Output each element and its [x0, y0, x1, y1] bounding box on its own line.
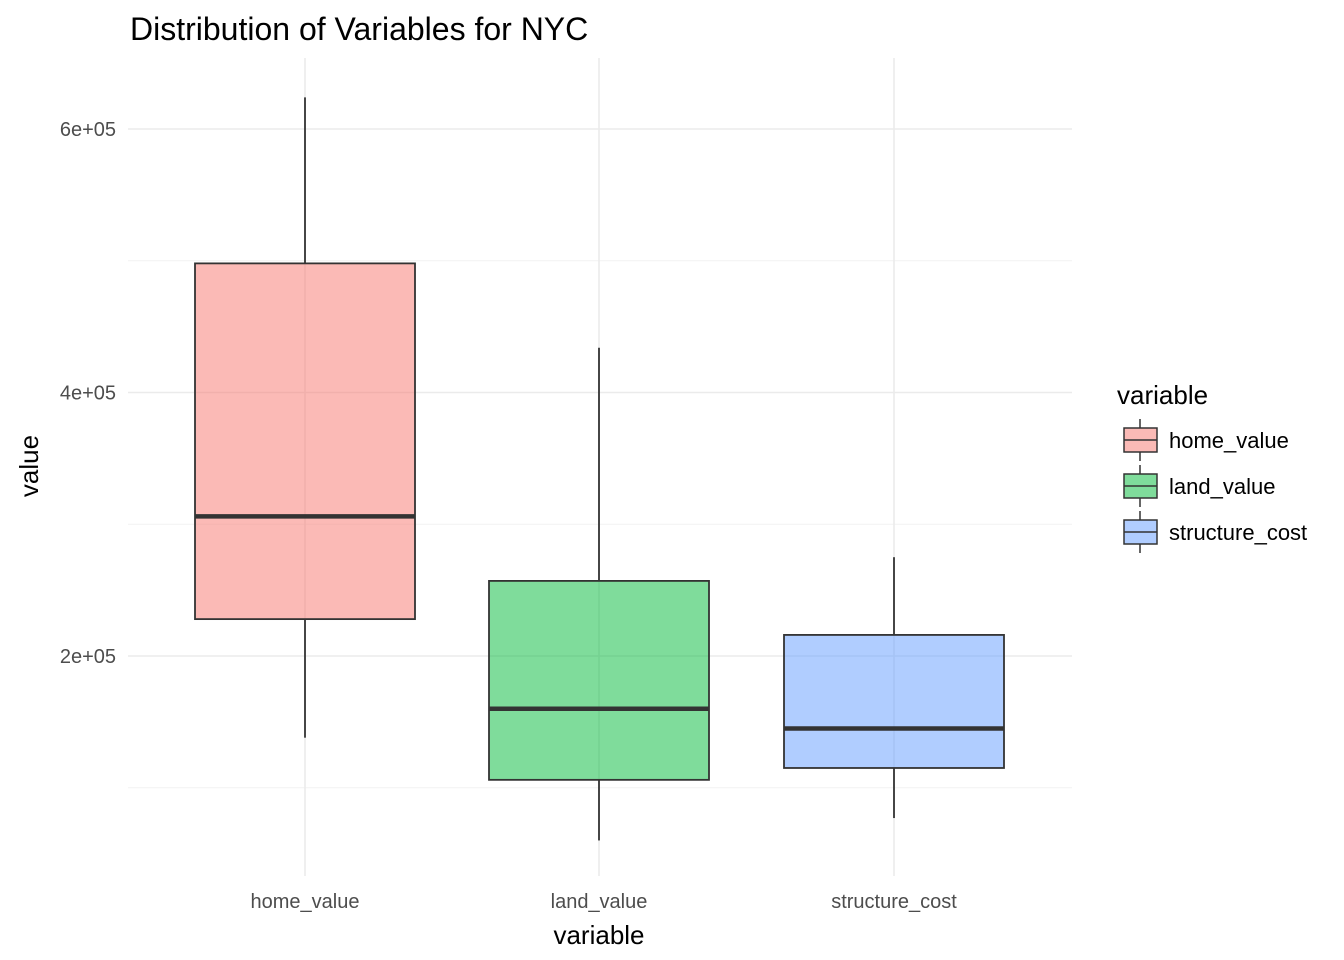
box-iqr	[783, 634, 1005, 769]
box-series	[194, 97, 1005, 841]
box-home_value	[194, 97, 416, 738]
box-structure_cost	[783, 557, 1005, 819]
y-tick-label: 2e+05	[60, 646, 116, 668]
y-tick-label: 6e+05	[60, 119, 116, 141]
x-tick-label: structure_cost	[831, 891, 957, 913]
legend-key-structure_cost	[1123, 511, 1158, 553]
legend-label: home_value	[1169, 428, 1289, 453]
x-axis-ticks: home_value land_value structure_cost	[251, 891, 958, 913]
box-land_value	[488, 347, 710, 841]
y-tick-label: 4e+05	[60, 383, 116, 405]
x-tick-label: land_value	[551, 891, 648, 913]
box-iqr	[194, 262, 416, 621]
legend-key-home_value	[1123, 419, 1158, 461]
box-iqr	[488, 580, 710, 781]
legend-label: land_value	[1169, 474, 1275, 499]
y-axis-ticks: 2e+05 4e+05 6e+05	[60, 119, 116, 668]
y-axis-title: value	[14, 435, 44, 497]
x-tick-label: home_value	[251, 891, 360, 913]
legend-label: structure_cost	[1169, 520, 1307, 545]
legend-key-land_value	[1123, 465, 1158, 507]
legend-title: variable	[1117, 380, 1208, 410]
x-axis-title: variable	[553, 920, 644, 950]
chart-title: Distribution of Variables for NYC	[130, 11, 588, 47]
legend: variable home_value land_value structure_c…	[1117, 380, 1307, 553]
